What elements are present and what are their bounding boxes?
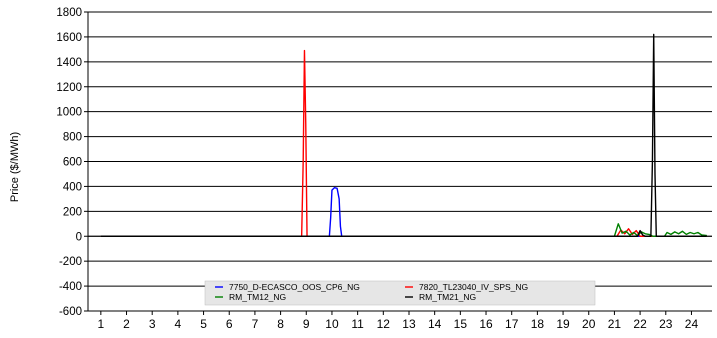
series-line-1 [100, 186, 707, 237]
legend-label: RM_TM12_NG [229, 292, 286, 302]
legend: 7750_D-ECASCO_OOS_CP6_NG 7820_TL23040_IV_… [204, 280, 596, 306]
series-layer [100, 33, 707, 237]
y-tick-label: 1800 [56, 7, 82, 19]
x-tick-label: 17 [505, 317, 519, 331]
x-tick-label: 19 [556, 317, 570, 331]
axes-layer: -600 -400 -200 0 200 400 600 800 1000 1200 1400 160… [56, 7, 698, 331]
x-tick-label: 10 [325, 317, 339, 331]
x-tick-label: 7 [252, 317, 259, 331]
y-tick-label: -200 [59, 256, 82, 268]
y-tick-label: 1600 [56, 32, 82, 44]
y-tick-label: 1200 [56, 82, 82, 94]
legend-label: 7820_TL23040_IV_SPS_NG [419, 282, 528, 292]
series-line-2 [100, 49, 707, 237]
x-tick-label: 22 [633, 317, 647, 331]
x-tick-label: 12 [377, 317, 391, 331]
x-tick-label: 2 [123, 317, 130, 331]
y-tick-label: -400 [59, 281, 82, 293]
y-axis-label: Price ($/MWh) [9, 132, 21, 202]
y-tick-label: 200 [63, 206, 82, 218]
x-tick-label: 15 [454, 317, 468, 331]
x-tick-label: 9 [303, 317, 310, 331]
y-tick-label: 1400 [56, 57, 82, 69]
x-tick-label: 18 [531, 317, 545, 331]
x-tick-label: 24 [685, 317, 699, 331]
y-tick-label: 400 [63, 181, 82, 193]
x-tick-label: 23 [659, 317, 673, 331]
y-tick-label: -600 [59, 306, 82, 318]
x-tick-label: 13 [402, 317, 416, 331]
y-tick-label: 0 [76, 231, 82, 243]
x-tick-label: 21 [608, 317, 622, 331]
legend-label: RM_TM21_NG [419, 292, 476, 302]
x-tick-label: 11 [351, 317, 364, 331]
grid-layer [88, 11, 712, 312]
legend-box [204, 280, 596, 306]
x-tick-label: 3 [149, 317, 156, 331]
x-tick-label: 4 [175, 317, 182, 331]
x-tick-label: 20 [582, 317, 596, 331]
x-tick-label: 16 [479, 317, 493, 331]
x-tick-label: 14 [428, 317, 442, 331]
y-tick-label: 800 [63, 132, 82, 144]
legend-label: 7750_D-ECASCO_OOS_CP6_NG [229, 282, 360, 292]
x-tick-label: 8 [277, 317, 284, 331]
series-line-4 [100, 33, 707, 237]
x-tick-label: 1 [97, 317, 104, 331]
series-line-3 [100, 223, 707, 237]
x-tick-label: 6 [226, 317, 233, 331]
y-tick-label: 600 [63, 157, 82, 169]
x-tick-label: 5 [200, 317, 207, 331]
y-tick-label: 1000 [56, 107, 82, 119]
